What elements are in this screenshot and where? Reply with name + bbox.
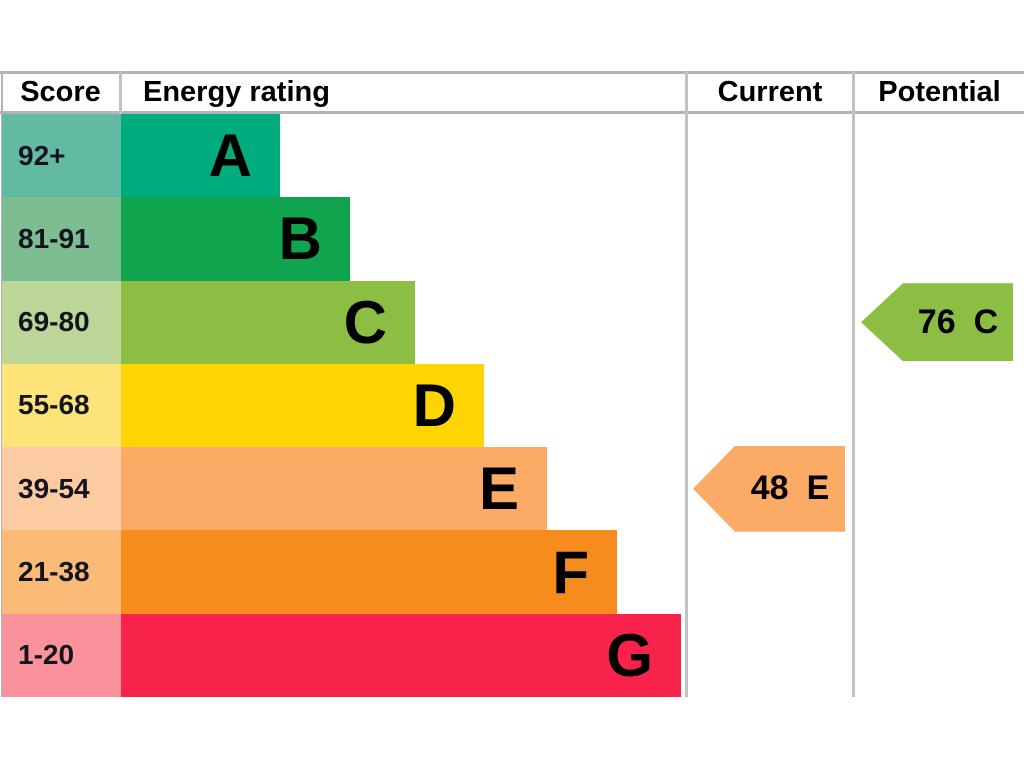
rating-rows: 92+ A 81-91 B 69-80 C 55-68 D 39-54 E 21… xyxy=(2,114,1024,697)
current-band: E xyxy=(806,469,830,508)
header-current: Current xyxy=(717,76,823,108)
rating-bar: B xyxy=(121,197,350,281)
rating-row: 69-80 C xyxy=(2,280,1024,364)
rating-row: 92+ A xyxy=(2,114,1024,198)
score-range-cell: 81-91 xyxy=(2,197,121,281)
rating-bar: D xyxy=(121,363,484,448)
rating-row: 55-68 D xyxy=(2,363,1024,448)
header-bottom-border xyxy=(0,111,1024,114)
rating-bar: F xyxy=(121,530,617,614)
current-score: 48 xyxy=(750,469,789,508)
score-range-cell: 69-80 xyxy=(2,280,121,364)
rating-bar: E xyxy=(121,447,547,531)
rating-row: 21-38 F xyxy=(2,530,1024,614)
rating-bar: A xyxy=(121,114,280,198)
rating-row: 81-91 B xyxy=(2,197,1024,281)
score-range-cell: 1-20 xyxy=(2,613,121,697)
table-top-border xyxy=(0,71,1024,74)
header-potential: Potential xyxy=(878,76,1001,108)
current-column-separator xyxy=(685,71,688,697)
rating-bar: G xyxy=(121,613,681,697)
potential-band: C xyxy=(973,302,999,341)
rating-row: 1-20 G xyxy=(2,613,1024,697)
potential-column-separator xyxy=(852,71,855,697)
score-range-cell: 92+ xyxy=(2,114,121,198)
header-energy-rating: Energy rating xyxy=(143,76,330,108)
score-range-cell: 39-54 xyxy=(2,447,121,531)
rating-row: 39-54 E xyxy=(2,447,1024,531)
potential-score: 76 xyxy=(917,302,956,341)
score-column-separator xyxy=(119,71,122,114)
rating-bar: C xyxy=(121,280,415,364)
header-score: Score xyxy=(20,76,101,108)
score-range-cell: 55-68 xyxy=(2,363,121,448)
score-range-cell: 21-38 xyxy=(2,530,121,614)
